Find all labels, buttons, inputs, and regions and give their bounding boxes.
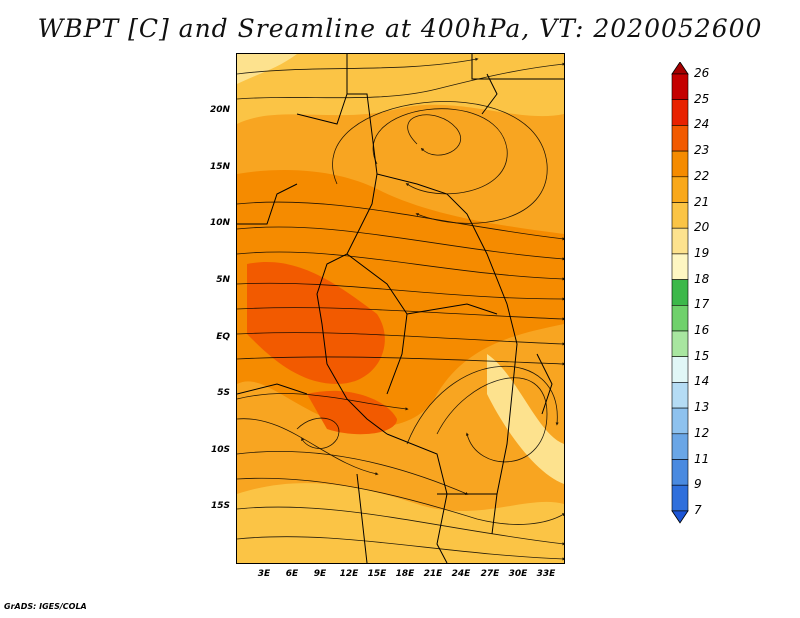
wbpt-field xyxy=(237,54,564,563)
colorbar-label: 21 xyxy=(694,194,710,209)
lon-label-12e: 12E xyxy=(339,569,359,579)
chart-title: WBPT [C] and Sreamline at 400hPa, VT: 20… xyxy=(37,14,763,43)
colorbar-label: 26 xyxy=(694,66,710,80)
lat-label-eq: EQ xyxy=(216,332,230,342)
colorbar-label: 25 xyxy=(694,91,710,106)
colorbar-swatch xyxy=(671,279,689,306)
colorbar-label: 12 xyxy=(694,425,710,440)
field-20-21-south xyxy=(237,483,564,563)
colorbar-top-arrow xyxy=(671,62,689,75)
lon-label-21e: 21E xyxy=(423,569,443,579)
colorbar-swatch xyxy=(671,459,689,486)
colorbar-swatch xyxy=(671,484,689,512)
lon-label-18e: 18E xyxy=(395,569,415,579)
colorbar-label: 22 xyxy=(694,168,710,183)
colorbar-swatch xyxy=(671,253,689,280)
lon-label-33e: 33E xyxy=(536,569,556,579)
colorbar-swatch xyxy=(671,73,689,101)
lon-label-30e: 30E xyxy=(508,569,528,579)
lat-label-5n: 5N xyxy=(216,275,230,285)
colorbar-label: 20 xyxy=(694,220,710,235)
colorbar-label: 13 xyxy=(694,400,710,415)
field-20-21-ne xyxy=(477,54,564,99)
colorbar-label: 9 xyxy=(694,477,702,492)
lat-label-15n: 15N xyxy=(209,162,230,172)
lon-label-6e: 6E xyxy=(285,569,299,579)
lon-label-27e: 27E xyxy=(480,569,500,579)
colorbar xyxy=(671,62,689,524)
colorbar-swatch xyxy=(671,356,689,383)
lon-label-3e: 3E xyxy=(257,569,271,579)
lat-label-10s: 10S xyxy=(210,445,230,455)
colorbar-swatch xyxy=(671,407,689,435)
field-19-20-se xyxy=(487,354,564,484)
country-borders xyxy=(237,54,564,563)
map-plot-area xyxy=(236,53,565,564)
colorbar-swatch xyxy=(671,433,689,460)
colorbar-swatch xyxy=(671,305,689,332)
colorbar-swatch xyxy=(671,330,689,358)
colorbar-label: 14 xyxy=(694,374,710,389)
lon-label-9e: 9E xyxy=(313,569,327,579)
streamlines xyxy=(237,57,564,561)
colorbar-label: 11 xyxy=(694,451,710,466)
lat-label-5s: 5S xyxy=(217,388,230,398)
colorbar-label: 16 xyxy=(694,323,710,337)
colorbar-label: 24 xyxy=(694,117,710,132)
field-19-20-corner xyxy=(237,54,297,84)
colorbar-label: 18 xyxy=(694,271,710,286)
lon-label-24e: 24E xyxy=(451,569,471,579)
grads-credit: GrADS: IGES/COLA xyxy=(4,602,87,611)
colorbar-swatch xyxy=(671,176,689,203)
colorbar-label: 7 xyxy=(694,502,702,517)
colorbar-swatch xyxy=(671,202,689,229)
colorbar-swatch xyxy=(671,99,689,126)
colorbar-swatch xyxy=(671,150,689,178)
colorbar-label: 17 xyxy=(694,297,710,312)
lat-label-10n: 10N xyxy=(209,218,230,228)
colorbar-label: 15 xyxy=(694,348,710,363)
colorbar-bottom-arrow xyxy=(671,510,689,524)
colorbar-swatch xyxy=(671,227,689,255)
colorbar-label: 19 xyxy=(694,245,710,260)
field-23-spot-south xyxy=(307,390,397,435)
colorbar-swatch xyxy=(671,382,689,409)
lat-label-15s: 15S xyxy=(210,501,230,511)
colorbar-label: 23 xyxy=(694,143,710,158)
lon-label-15e: 15E xyxy=(367,569,387,579)
colorbar-swatch xyxy=(671,125,689,152)
lat-label-20n: 20N xyxy=(209,105,230,115)
field-23-spot-west xyxy=(247,262,385,384)
